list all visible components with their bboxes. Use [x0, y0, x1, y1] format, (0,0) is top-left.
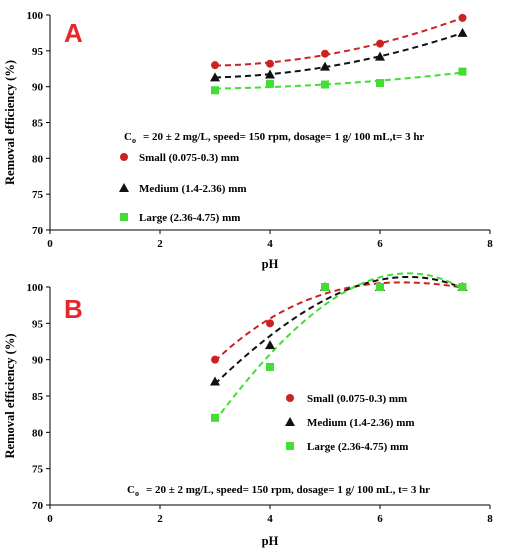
- x-tick-label: 2: [157, 513, 163, 525]
- data-point-series-3: [458, 67, 467, 76]
- y-tick-label: 90: [32, 355, 44, 367]
- y-tick-label: 100: [27, 282, 44, 294]
- conditions-annotation: Co = 20 ± 2 mg/L, speed= 150 rpm, dosage=…: [127, 484, 430, 498]
- x-tick-label: 8: [487, 513, 493, 525]
- legend-marker: [286, 394, 294, 402]
- conditions-annotation: Co = 20 ± 2 mg/L, speed= 150 rpm, dosage=…: [124, 131, 424, 145]
- data-point-series-1: [211, 61, 219, 70]
- trendline-series-1: [214, 281, 463, 362]
- y-tick-label: 80: [32, 427, 44, 439]
- data-point-series-1: [266, 319, 274, 328]
- data-point-series-3: [376, 79, 384, 88]
- x-tick-label: 0: [47, 238, 53, 250]
- y-tick-label: 85: [32, 118, 44, 130]
- x-tick-label: 6: [377, 238, 383, 250]
- data-point-series-3: [266, 79, 274, 88]
- legend-label: Large (2.36-4.75) mm: [139, 212, 240, 224]
- legend-marker: [286, 442, 294, 450]
- legend-label: Medium (1.4-2.36) mm: [307, 417, 415, 429]
- legend-label: Medium (1.4-2.36) mm: [139, 183, 247, 195]
- x-tick-label: 6: [377, 513, 383, 525]
- data-point-series-2: [320, 61, 330, 71]
- legend: Small (0.075-0.3) mm Medium (1.4-2.36) mm…: [285, 393, 415, 453]
- y-tick-label: 75: [32, 189, 44, 201]
- x-axis-title: pH: [262, 257, 279, 271]
- x-tick-label: 4: [267, 513, 273, 525]
- panel-label: A: [64, 18, 83, 48]
- y-tick-label: 75: [32, 464, 44, 476]
- chart-panel-b: 0 2 4 6 8 70 75 80 85 90 95 100 pH Removal efficiency…: [3, 272, 493, 548]
- trendline-series-2: [214, 275, 463, 385]
- legend-marker: [120, 153, 128, 161]
- data-point-series-2: [375, 51, 385, 61]
- panel-label: B: [64, 294, 83, 324]
- legend-label: Small (0.075-0.3) mm: [307, 393, 407, 405]
- data-point-series-3: [321, 80, 329, 89]
- data-point-series-2: [457, 27, 468, 37]
- y-tick-label: 95: [32, 46, 44, 58]
- chart-panel-a: 0 2 4 6 8 70 75 80 85 90 95 100 pH Removal efficiency…: [3, 10, 493, 271]
- x-axis-title: pH: [262, 534, 279, 548]
- x-tick-label: 8: [487, 238, 493, 250]
- y-tick-label: 100: [27, 10, 44, 22]
- y-tick-label: 80: [32, 153, 44, 165]
- y-tick-label: 70: [32, 225, 44, 237]
- legend-marker: [119, 183, 129, 192]
- data-point-series-2: [210, 72, 220, 82]
- y-tick-label: 90: [32, 82, 44, 94]
- trendline-series-1: [214, 16, 463, 67]
- legend-label: Large (2.36-4.75) mm: [307, 441, 408, 453]
- x-tick-label: 0: [47, 513, 53, 525]
- trendline-series-3: [214, 272, 463, 422]
- y-axis-title: Removal efficiency (%): [3, 334, 17, 459]
- data-point-series-3: [211, 413, 219, 422]
- y-tick-label: 70: [32, 500, 44, 512]
- data-point-series-3: [266, 362, 274, 371]
- trendline-series-3: [214, 71, 463, 90]
- data-point-series-1: [266, 59, 274, 68]
- data-point-series-1: [321, 49, 329, 58]
- legend: Small (0.075-0.3) mm Medium (1.4-2.36) mm…: [119, 152, 247, 224]
- legend-marker: [120, 213, 128, 221]
- legend-label: Small (0.075-0.3) mm: [139, 152, 239, 164]
- data-point-series-1: [211, 355, 219, 364]
- data-point-series-2: [265, 69, 275, 79]
- data-point-series-3: [211, 86, 219, 95]
- data-point-series-1: [376, 39, 384, 48]
- y-tick-label: 95: [32, 318, 44, 330]
- data-point-series-3: [376, 283, 384, 291]
- x-tick-label: 2: [157, 238, 163, 250]
- legend-marker: [285, 417, 295, 426]
- data-point-series-3: [458, 283, 467, 291]
- data-point-series-1: [458, 13, 467, 22]
- y-axis-title: Removal efficiency (%): [3, 60, 17, 185]
- trendline-series-2: [214, 32, 463, 79]
- x-tick-label: 4: [267, 238, 273, 250]
- data-point-series-2: [210, 376, 220, 386]
- data-point-series-3: [321, 283, 329, 291]
- y-tick-label: 85: [32, 391, 44, 403]
- data-point-series-2: [265, 340, 275, 350]
